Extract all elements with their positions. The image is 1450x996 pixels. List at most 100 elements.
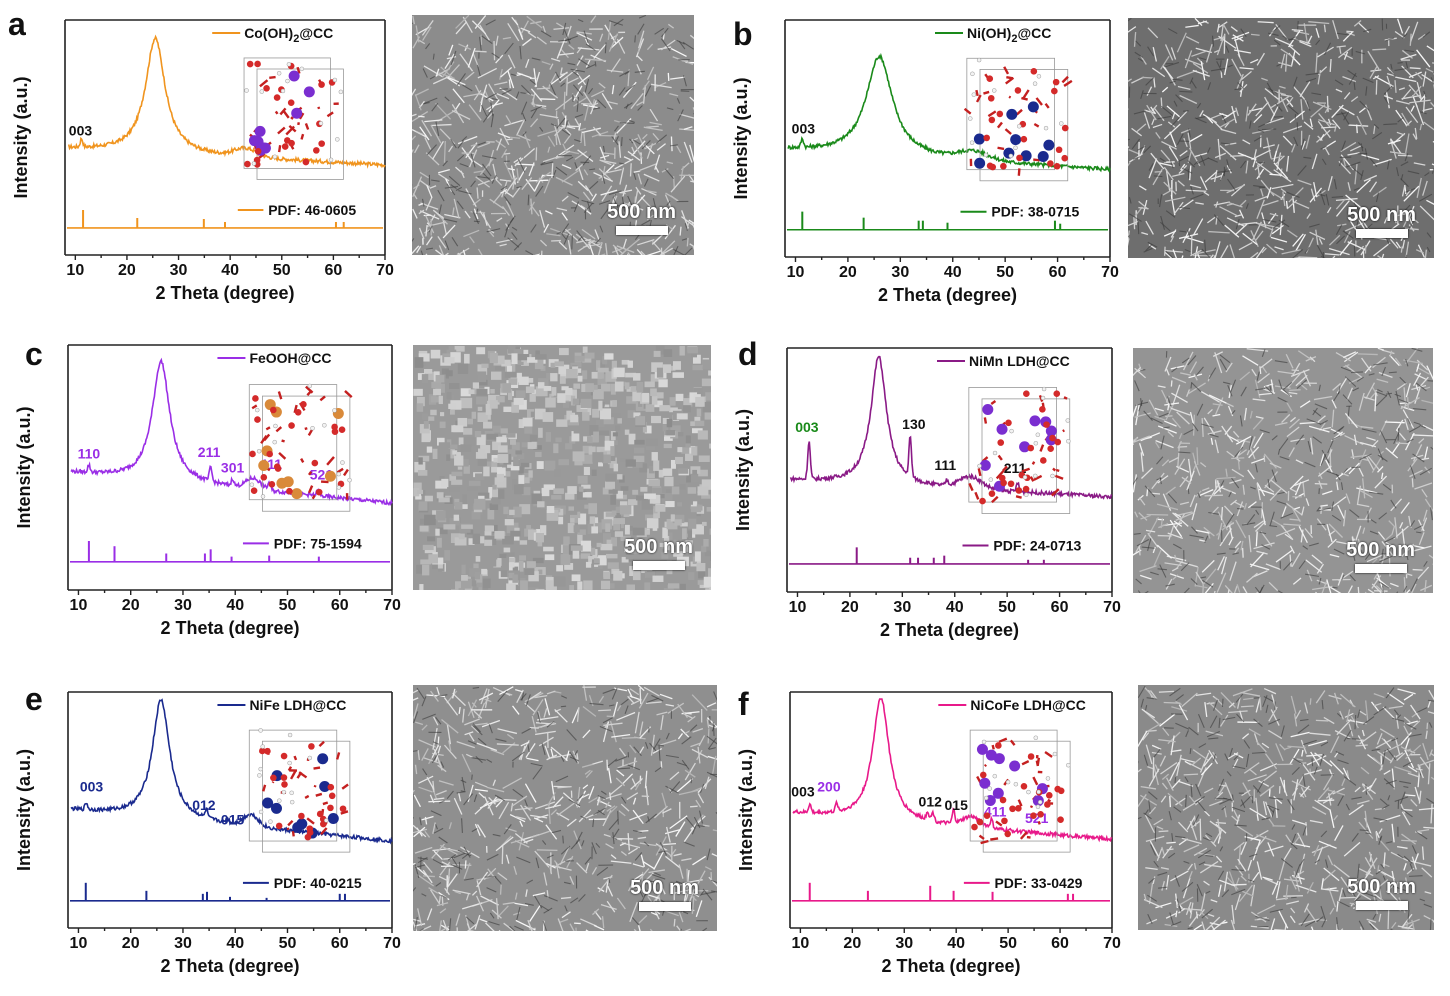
scale-bar-label: 500 nm (1347, 204, 1416, 226)
x-tick-label: 60 (331, 935, 349, 952)
x-tick-label: 50 (998, 599, 1016, 616)
crystal-structure-inset (963, 57, 1073, 182)
x-tick-label: 60 (331, 597, 349, 614)
peak-index-label: 211 (1004, 460, 1027, 476)
x-tick-label: 20 (839, 264, 857, 281)
x-tick-label: 50 (999, 935, 1017, 952)
sem-micrograph-texture (1128, 18, 1434, 258)
x-axis-label: 2 Theta (degree) (878, 285, 1017, 305)
pdf-label: PDF: 33-0429 (994, 875, 1082, 891)
peak-index-label: 211 (198, 444, 221, 460)
sem-image-a: 500 nm (412, 15, 694, 255)
x-tick-label: 60 (324, 262, 342, 279)
pdf-label: PDF: 40-0215 (274, 875, 362, 891)
x-tick-label: 60 (1051, 599, 1069, 616)
y-axis-label: Intensity (a.u.) (731, 77, 751, 199)
scale-bar: 500 nm (1347, 204, 1416, 238)
peak-index-label: 301 (221, 459, 245, 475)
y-axis-label: Intensity (a.u.) (736, 749, 756, 871)
xrd-pattern-line (789, 355, 1113, 500)
peak-index-label: 130 (902, 416, 926, 432)
legend-label: FeOOH@CC (249, 350, 331, 366)
scale-bar-label: 500 nm (1347, 876, 1416, 898)
peak-index-label: 003 (69, 123, 93, 139)
legend-label: NiMn LDH@CC (969, 353, 1070, 369)
scale-bar: 500 nm (630, 877, 699, 911)
pdf-label: PDF: 38-0715 (991, 204, 1079, 220)
legend-label: Co(OH)2@CC (244, 25, 333, 45)
panel-letter-c: c (25, 336, 43, 372)
pdf-label: PDF: 75-1594 (274, 535, 362, 551)
crystal-structure-inset (969, 729, 1071, 853)
peak-index-label: 521 (1025, 810, 1049, 826)
peak-index-label: 110 (78, 446, 101, 462)
peak-index-label: 015 (221, 812, 245, 828)
peak-index-label: 111 (934, 457, 956, 473)
x-tick-label: 70 (383, 935, 401, 952)
x-axis-label: 2 Theta (degree) (155, 283, 294, 303)
xrd-pattern-line (70, 357, 393, 507)
scale-bar-label: 500 nm (630, 877, 699, 899)
x-tick-label: 40 (226, 935, 244, 952)
peak-index-label: 015 (945, 797, 969, 813)
sem-micrograph-texture (413, 685, 717, 931)
scale-bar-label: 500 nm (1346, 539, 1415, 561)
x-tick-label: 10 (70, 935, 88, 952)
scale-bar: 500 nm (607, 201, 676, 235)
x-tick-label: 20 (122, 935, 140, 952)
sem-micrograph-texture (412, 15, 694, 255)
x-tick-label: 10 (791, 935, 809, 952)
x-tick-label: 50 (279, 935, 297, 952)
x-tick-label: 60 (1051, 935, 1069, 952)
panel-letter-d: d (738, 336, 758, 372)
sem-image-c: 500 nm (413, 345, 711, 590)
scale-bar: 500 nm (624, 536, 693, 570)
scale-bar: 500 nm (1346, 539, 1415, 573)
x-tick-label: 30 (174, 597, 192, 614)
peak-index-label: 411 (259, 456, 282, 472)
panel-letter-f: f (738, 686, 749, 722)
legend-label: NiFe LDH@CC (249, 697, 346, 713)
scale-bar-label: 500 nm (607, 201, 676, 223)
sem-micrograph-texture (1133, 348, 1433, 593)
xrd-pattern-line (70, 698, 393, 845)
crystal-structure-inset (248, 383, 353, 512)
x-tick-label: 10 (66, 262, 84, 279)
x-tick-label: 20 (118, 262, 136, 279)
x-tick-label: 10 (789, 599, 807, 616)
peak-index-label: 411 (984, 803, 1007, 819)
x-axis-label: 2 Theta (degree) (160, 618, 299, 638)
x-tick-label: 20 (843, 935, 861, 952)
x-tick-label: 10 (70, 597, 88, 614)
peak-index-label: 003 (792, 120, 816, 136)
crystal-structure-inset (968, 386, 1071, 514)
x-tick-label: 40 (221, 262, 239, 279)
x-tick-label: 20 (122, 597, 140, 614)
x-axis-label: 2 Theta (degree) (160, 956, 299, 976)
peak-index-label: 012 (919, 793, 943, 809)
peak-index-label: 003 (80, 779, 104, 795)
x-tick-label: 20 (841, 599, 859, 616)
y-axis-label: Intensity (a.u.) (11, 76, 31, 198)
crystal-structure-inset (248, 728, 351, 853)
peak-index-label: 003 (791, 784, 815, 800)
x-tick-label: 30 (170, 262, 188, 279)
x-tick-label: 70 (1103, 599, 1121, 616)
sem-micrograph-texture (413, 345, 711, 590)
x-axis-label: 2 Theta (degree) (881, 956, 1020, 976)
sem-micrograph-texture (1138, 685, 1434, 930)
x-tick-label: 30 (891, 264, 909, 281)
sem-image-f: 500 nm (1138, 685, 1434, 930)
y-axis-label: Intensity (a.u.) (14, 406, 34, 528)
peak-index-label: 012 (192, 797, 216, 813)
x-tick-label: 60 (1049, 264, 1067, 281)
x-tick-label: 70 (1103, 935, 1121, 952)
sem-image-d: 500 nm (1133, 348, 1433, 593)
x-tick-label: 50 (279, 597, 297, 614)
x-tick-label: 30 (174, 935, 192, 952)
sem-image-e: 500 nm (413, 685, 717, 931)
x-tick-label: 70 (1101, 264, 1119, 281)
legend-label: NiCoFe LDH@CC (970, 697, 1086, 713)
x-tick-label: 30 (893, 599, 911, 616)
xrd-pattern-line (792, 698, 1113, 843)
